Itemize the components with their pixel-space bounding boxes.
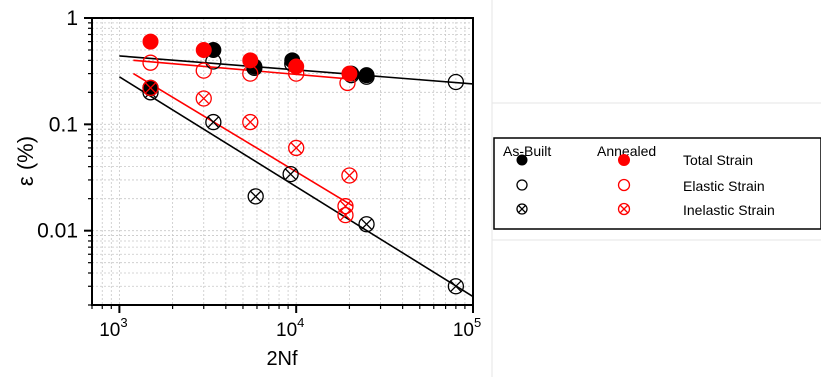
data-point-cross	[144, 86, 157, 99]
data-point-ring	[247, 188, 264, 205]
data-point-ring	[337, 198, 354, 215]
legend-label-inelastic-strain: Inelastic Strain	[683, 202, 775, 218]
legend-label-elastic-strain: Elastic Strain	[683, 178, 765, 194]
data-point-cross	[284, 168, 297, 180]
data-point-ring	[337, 206, 354, 224]
y-axis-label: ε (%)	[13, 136, 38, 186]
x-tick-label: 105	[453, 315, 481, 341]
data-point-ring	[195, 90, 212, 107]
data-point	[358, 68, 375, 85]
data-point	[341, 167, 358, 184]
data-point	[205, 113, 222, 131]
data-point	[282, 166, 299, 183]
data-point	[339, 74, 356, 92]
data-point-ring	[142, 79, 159, 97]
data-point	[447, 278, 465, 295]
data-point	[205, 53, 222, 70]
data-point	[242, 65, 259, 82]
y-tick-label: 0.01	[37, 220, 78, 243]
data-point-ring	[205, 113, 222, 131]
data-point-ring	[142, 84, 159, 101]
legend-marker-as-built-cross	[518, 205, 526, 213]
data-point-cross	[290, 142, 302, 154]
legend-label-total-strain: Total Strain	[683, 152, 753, 168]
data-point-ring	[282, 166, 299, 183]
grid	[91, 17, 474, 306]
x-tick-label: 104	[276, 315, 304, 341]
x-axis-label: 2Nf	[266, 348, 298, 370]
data-point	[242, 52, 259, 69]
data-point-ring	[358, 216, 375, 233]
legend-box	[493, 137, 821, 230]
legend-rows	[516, 154, 631, 216]
data-point	[142, 54, 159, 71]
data-point-ring	[242, 113, 259, 131]
data-point-cross	[244, 116, 257, 128]
data-point	[288, 139, 305, 157]
legend-marker-as-built	[516, 179, 528, 191]
axis-ticks	[84, 17, 474, 313]
y-tick-label: 0.1	[49, 113, 78, 136]
legend-marker-annealed	[617, 178, 631, 192]
tick-labels: 103 104 105 1 0.1 0.01	[37, 7, 481, 341]
data-point-cross	[339, 209, 352, 221]
data-point	[247, 188, 264, 205]
data-point	[341, 65, 358, 82]
data-point-cross	[360, 218, 373, 230]
y-tick-label: 1	[66, 7, 78, 30]
data-point-ring	[341, 167, 358, 184]
data-point	[242, 113, 259, 131]
fit-line	[132, 72, 354, 207]
data-point	[195, 62, 212, 79]
data-point-ring	[288, 139, 305, 157]
legend-marker-annealed-ring	[617, 202, 631, 216]
data-point	[195, 90, 212, 107]
legend: As-Built Annealed Total Strain Elastic S…	[493, 137, 821, 230]
legend-marker-as-built-ring	[516, 203, 528, 215]
data-point	[358, 216, 375, 233]
legend-marker-annealed	[618, 154, 630, 166]
legend-marker-as-built	[516, 154, 528, 166]
x-tick-label: 103	[99, 315, 127, 341]
data-point-cross	[339, 200, 352, 212]
data-points	[142, 33, 465, 295]
data-point	[195, 42, 212, 59]
legend-marker-annealed-cross	[619, 204, 629, 214]
data-point-cross	[343, 169, 356, 182]
plot-frame	[91, 17, 474, 306]
data-point	[288, 65, 305, 82]
data-point	[142, 33, 159, 50]
legend-header-annealed: Annealed	[597, 143, 656, 159]
fit-line	[118, 76, 474, 298]
data-point	[337, 206, 354, 224]
data-point	[337, 198, 354, 215]
data-point-cross	[450, 280, 462, 293]
legend-marker-as-built	[516, 203, 528, 215]
legend-marker-annealed	[617, 202, 631, 216]
data-point-cross	[197, 92, 210, 105]
data-point	[142, 84, 159, 101]
data-point-cross	[207, 116, 220, 128]
data-point-cross	[144, 82, 157, 94]
data-point-cross	[249, 190, 262, 203]
data-point-ring	[447, 278, 465, 295]
data-point	[142, 79, 159, 97]
legend-header-as-built: As-Built	[503, 143, 551, 159]
data-point	[447, 73, 465, 91]
